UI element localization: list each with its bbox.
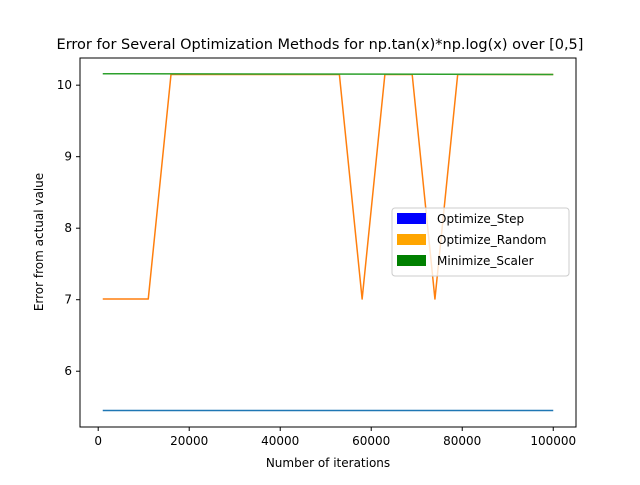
y-tick-label: 10	[57, 78, 72, 92]
x-tick-label: 20000	[170, 434, 208, 448]
y-tick-label: 8	[64, 221, 72, 235]
x-tick-label: 100000	[530, 434, 576, 448]
legend-label: Optimize_Random	[437, 233, 547, 247]
legend-swatch	[397, 234, 426, 245]
legend-swatch	[397, 213, 426, 224]
legend: Optimize_Step Optimize_Random Minimize_Sca…	[391, 207, 570, 277]
legend-label: Optimize_Step	[437, 212, 524, 226]
legend-swatch	[397, 255, 426, 266]
x-axis-label: Number of iterations	[266, 456, 390, 470]
series-line-2	[102, 73, 554, 300]
axes-frame	[79, 57, 577, 428]
plot-area: 0 20000 40000 60000 80000 100000 6 7 8 9 10	[57, 57, 577, 448]
x-tick-label: 60000	[352, 434, 390, 448]
series-line-3	[102, 72, 554, 76]
x-tick-label: 40000	[261, 434, 299, 448]
y-axis-label: Error from actual value	[32, 173, 46, 311]
chart-title: Error for Several Optimization Methods f…	[57, 37, 584, 53]
legend-label: Minimize_Scaler	[437, 254, 534, 268]
y-tick-label: 6	[64, 364, 72, 378]
legend-box	[391, 207, 570, 277]
y-tick-label: 7	[64, 293, 72, 307]
x-tick-label: 0	[94, 434, 102, 448]
y-tick-label: 9	[64, 150, 72, 164]
x-tick-label: 80000	[443, 434, 481, 448]
